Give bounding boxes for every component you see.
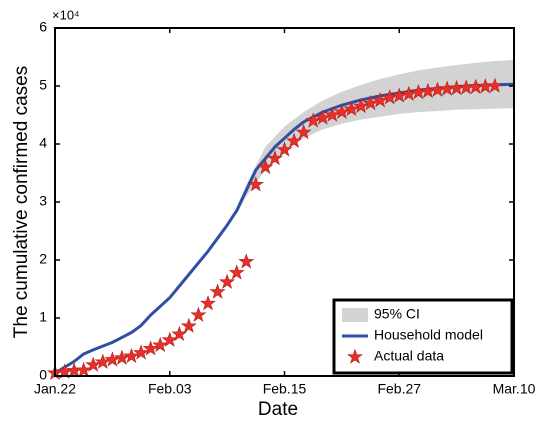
data-star — [372, 92, 389, 108]
data-star — [295, 123, 312, 140]
data-star — [343, 100, 360, 117]
data-star — [305, 112, 322, 128]
data-star — [228, 264, 245, 280]
legend-swatch — [347, 348, 363, 364]
x-tick-label: Feb.03 — [148, 381, 192, 397]
data-star — [266, 150, 283, 166]
data-star — [333, 103, 350, 119]
data-star — [314, 109, 331, 125]
data-star — [362, 94, 379, 111]
legend-label: Household model — [374, 327, 483, 343]
y-exponent: ×10⁴ — [52, 7, 80, 22]
x-tick-label: Mar.10 — [493, 381, 536, 397]
data-star — [200, 295, 216, 311]
data-star — [238, 253, 255, 269]
data-star — [123, 347, 140, 364]
y-tick-label: 6 — [39, 19, 47, 35]
data-star — [247, 176, 264, 192]
data-star — [353, 97, 369, 114]
data-star — [75, 361, 92, 378]
data-star — [219, 273, 236, 289]
y-tick-label: 3 — [39, 193, 47, 209]
y-tick-label: 5 — [39, 77, 47, 93]
legend-label: Actual data — [374, 348, 444, 364]
x-axis-label: Date — [258, 399, 298, 420]
data-star — [324, 106, 341, 122]
data-star — [133, 344, 150, 360]
x-tick-label: Jan.22 — [34, 381, 76, 397]
y-tick-label: 4 — [39, 135, 47, 151]
y-tick-label: 1 — [39, 309, 47, 325]
x-tick-label: Feb.15 — [263, 381, 307, 397]
data-star — [486, 77, 503, 93]
ci-band — [236, 59, 514, 214]
data-star — [142, 340, 159, 356]
legend-label: 95% CI — [374, 306, 420, 322]
data-star — [257, 158, 274, 175]
data-star — [286, 132, 303, 148]
data-star — [190, 306, 207, 322]
data-star — [209, 283, 226, 299]
data-star — [85, 356, 102, 372]
data-star — [161, 331, 178, 347]
y-tick-label: 2 — [39, 251, 47, 267]
data-star — [152, 336, 169, 353]
legend-swatch — [342, 308, 368, 322]
y-tick-label: 0 — [39, 367, 47, 383]
data-star — [276, 141, 293, 157]
x-tick-label: Feb.27 — [377, 381, 421, 397]
data-star — [180, 317, 197, 333]
y-axis-label: The cumulative confirmed cases — [11, 66, 32, 338]
